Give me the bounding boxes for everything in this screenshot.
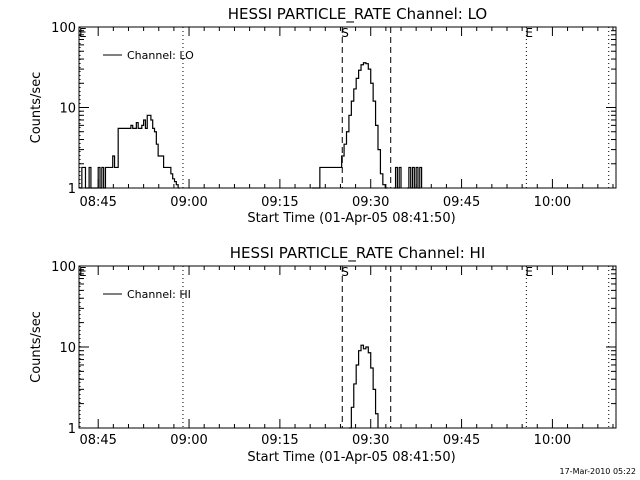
x-tick-label: 09:15 [261, 433, 298, 448]
series-line-segment [80, 114, 180, 189]
y-tick-label: 1 [68, 182, 76, 197]
marker-label: E [525, 265, 533, 279]
series-line-segment [407, 166, 423, 189]
chart-title: HESSI PARTICLE_RATE Channel: LO [228, 5, 487, 24]
chart-title: HESSI PARTICLE_RATE Channel: HI [230, 244, 486, 263]
x-tick-label: 09:00 [170, 433, 207, 448]
series-line-segment [393, 166, 402, 189]
y-tick-label: 10 [59, 341, 76, 356]
x-tick-label: 09:45 [443, 433, 480, 448]
x-tick-label: 10:00 [534, 433, 571, 448]
panel-hi: HESSI PARTICLE_RATE Channel: HI 1 10 100 08:… [29, 244, 617, 465]
x-tick-label: 09:15 [261, 195, 298, 210]
y-tick-label: 10 [59, 102, 76, 117]
x-tick-label: 09:00 [170, 195, 207, 210]
x-axis-label: Start Time (01-Apr-05 08:41:50) [247, 211, 455, 226]
x-tick-label: 08:45 [79, 195, 116, 210]
footer-timestamp: 17-Mar-2010 05:22 [560, 467, 637, 476]
x-tick-label: 09:30 [352, 195, 389, 210]
y-axis-label: Counts/sec [29, 72, 44, 144]
x-tick-label: 09:30 [352, 433, 389, 448]
x-tick-label: 08:45 [79, 433, 116, 448]
series-line-segment [311, 62, 388, 189]
marker-label: S [341, 265, 349, 279]
legend-entry: Channel: LO [127, 49, 194, 62]
x-tick-label: 10:00 [534, 195, 571, 210]
x-tick-label: 09:45 [443, 195, 480, 210]
marker-label: S [341, 26, 349, 40]
y-axis-label: Counts/sec [29, 311, 44, 383]
panel-lo: HESSI PARTICLE_RATE Channel: LO 1 10 100 08:… [29, 5, 617, 226]
marker-label: E [79, 265, 87, 279]
marker-label: E [79, 26, 87, 40]
y-tick-label: 100 [51, 260, 76, 275]
series-line-segment [348, 344, 379, 429]
y-tick-label: 100 [51, 21, 76, 36]
y-tick-label: 1 [68, 422, 76, 437]
x-axis-label: Start Time (01-Apr-05 08:41:50) [247, 450, 455, 465]
legend-entry: Channel: HI [127, 288, 191, 301]
marker-label: E [525, 26, 533, 40]
